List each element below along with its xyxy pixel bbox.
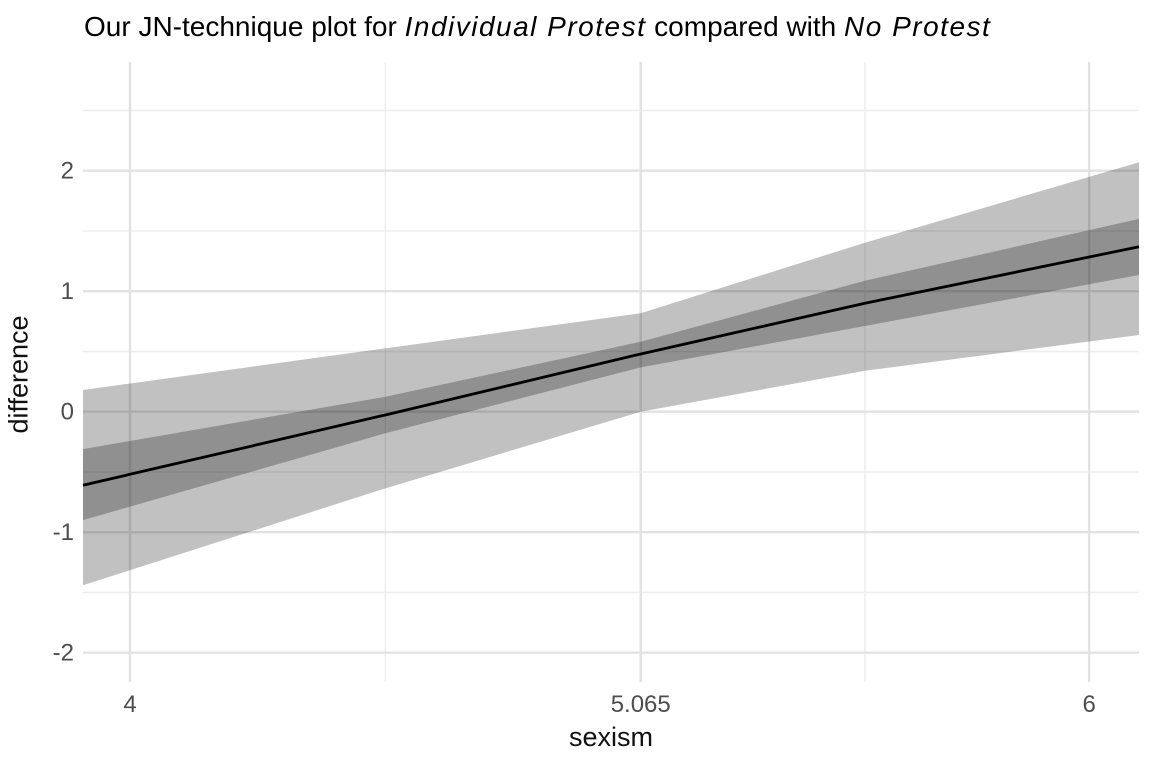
y-tick-labels: -2 -1 0 1 2 xyxy=(53,158,74,667)
title-segment: Individual Protest xyxy=(404,11,647,42)
title-segment: Our JN-technique plot for xyxy=(84,11,405,42)
title-segment: compared with xyxy=(646,11,845,42)
y-tick-label: 1 xyxy=(61,278,74,305)
title-segment: No Protest xyxy=(844,11,992,42)
difference-line xyxy=(82,245,1140,487)
inner-ci-band xyxy=(83,218,1139,521)
y-tick-label: -2 xyxy=(53,640,74,667)
x-tick-labels: 4 5.065 6 xyxy=(123,691,1095,718)
x-axis-title: sexism xyxy=(568,722,653,752)
gridlines-major xyxy=(83,62,1139,682)
y-tick-label: 2 xyxy=(61,158,74,185)
y-axis-title: difference xyxy=(3,315,34,434)
y-tick-label: 0 xyxy=(61,399,74,426)
plot-title: Our JN-technique plot for Individual Pro… xyxy=(84,10,991,44)
x-tick-label: 5.065 xyxy=(611,691,671,718)
outer-ci-band xyxy=(83,162,1139,586)
x-tick-label: 6 xyxy=(1082,691,1095,718)
gridlines-minor xyxy=(83,62,1139,682)
x-tick-label: 4 xyxy=(123,691,136,718)
y-tick-label: -1 xyxy=(53,519,74,546)
